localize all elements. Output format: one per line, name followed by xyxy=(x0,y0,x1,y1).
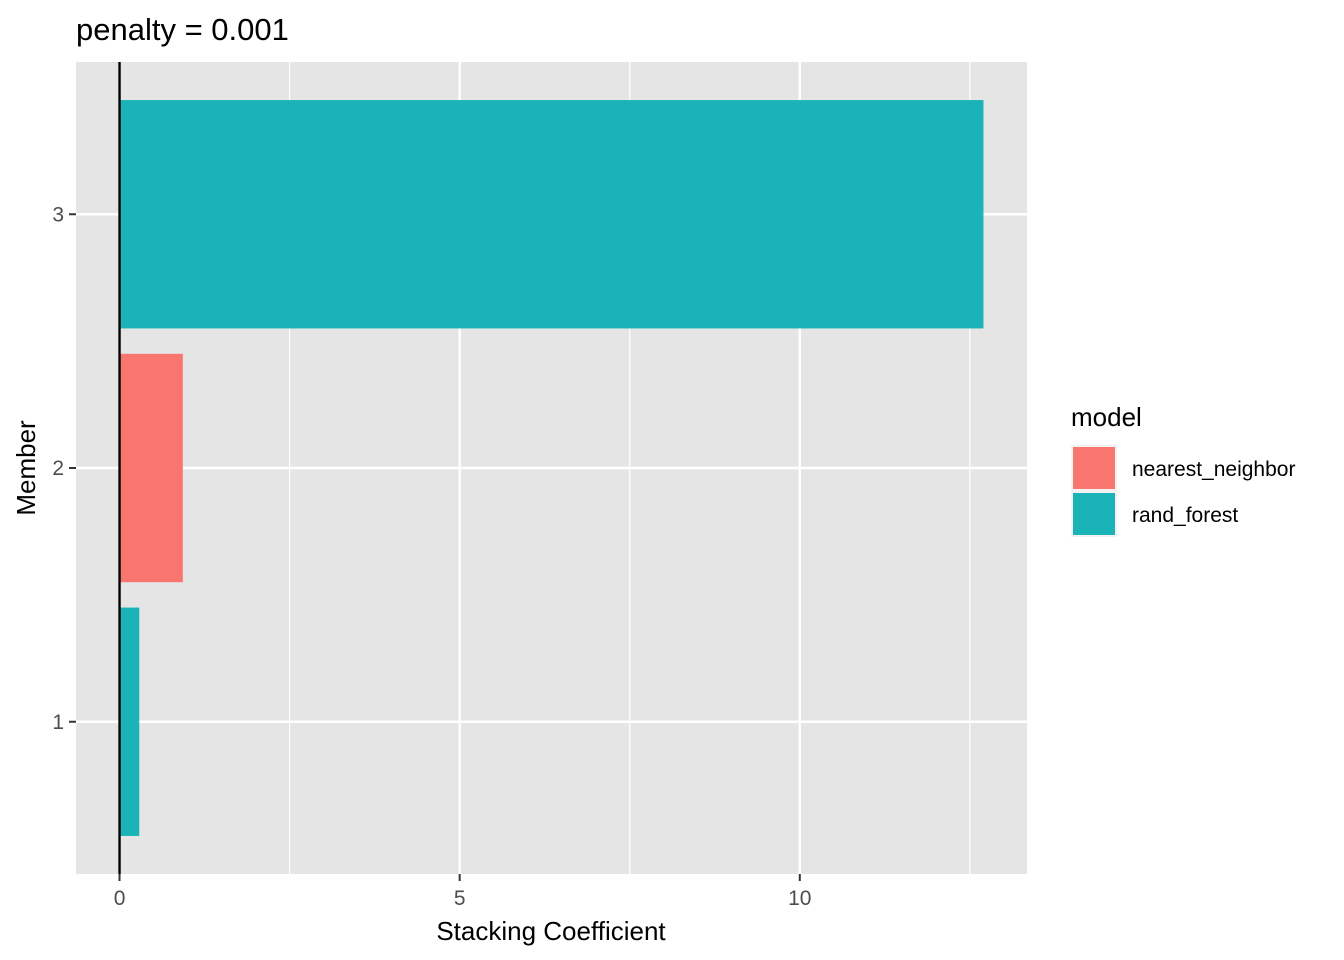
bar-member-2 xyxy=(119,353,183,583)
x-tick-label-0: 0 xyxy=(114,887,126,910)
y-tick-label-1: 2 xyxy=(52,457,64,480)
y-tick-label-0: 1 xyxy=(52,711,64,734)
legend-swatch-rand_forest xyxy=(1073,493,1115,535)
bar-member-3 xyxy=(119,100,984,329)
chart-title: penalty = 0.001 xyxy=(76,12,289,47)
legend-items: nearest_neighbor rand_forest xyxy=(1071,445,1295,537)
y-axis-ticks: 1 2 3 xyxy=(52,203,76,734)
legend-swatch-nearest_neighbor xyxy=(1073,447,1115,489)
x-tick-label-1: 5 xyxy=(454,887,466,910)
y-axis-title: Member xyxy=(11,420,41,516)
x-tick-label-2: 10 xyxy=(788,887,811,910)
y-tick-label-2: 3 xyxy=(52,203,64,226)
legend-label-nearest_neighbor: nearest_neighbor xyxy=(1132,458,1295,481)
legend-title: model xyxy=(1071,402,1142,432)
bars xyxy=(119,100,984,836)
legend: model nearest_neighbor rand_forest xyxy=(1071,402,1295,537)
legend-label-rand_forest: rand_forest xyxy=(1132,504,1238,527)
x-axis-title: Stacking Coefficient xyxy=(436,916,666,946)
bar-member-1 xyxy=(119,607,140,836)
x-axis-ticks: 0 5 10 xyxy=(114,874,811,910)
